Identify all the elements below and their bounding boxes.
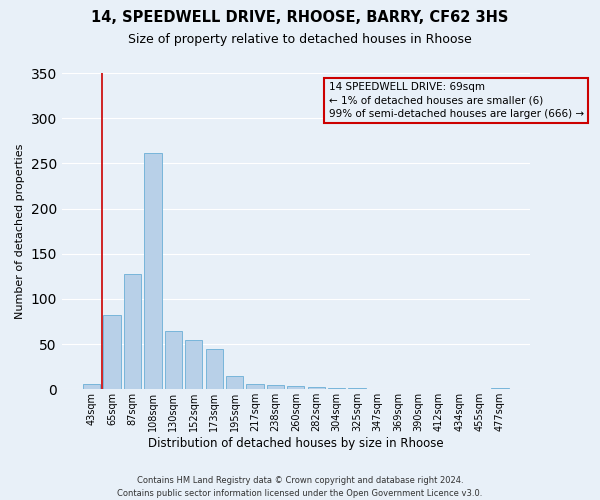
Bar [247,384,263,390]
Text: Size of property relative to detached houses in Rhoose: Size of property relative to detached ho… [128,32,472,46]
Bar [185,340,202,390]
Bar [328,388,345,390]
Bar [124,274,141,390]
Bar [103,315,121,390]
X-axis label: Distribution of detached houses by size in Rhoose: Distribution of detached houses by size … [148,437,443,450]
Bar [144,152,161,390]
Text: Contains HM Land Registry data © Crown copyright and database right 2024.
Contai: Contains HM Land Registry data © Crown c… [118,476,482,498]
Bar [164,330,182,390]
Y-axis label: Number of detached properties: Number of detached properties [15,144,25,319]
Bar [308,388,325,390]
Bar [206,348,223,390]
Bar [226,376,243,390]
Text: 14, SPEEDWELL DRIVE, RHOOSE, BARRY, CF62 3HS: 14, SPEEDWELL DRIVE, RHOOSE, BARRY, CF62… [91,10,509,25]
Bar [491,388,509,390]
Text: 14 SPEEDWELL DRIVE: 69sqm
← 1% of detached houses are smaller (6)
99% of semi-de: 14 SPEEDWELL DRIVE: 69sqm ← 1% of detach… [329,82,584,119]
Bar [287,386,304,390]
Bar [83,384,100,390]
Bar [267,385,284,390]
Bar [349,388,366,390]
